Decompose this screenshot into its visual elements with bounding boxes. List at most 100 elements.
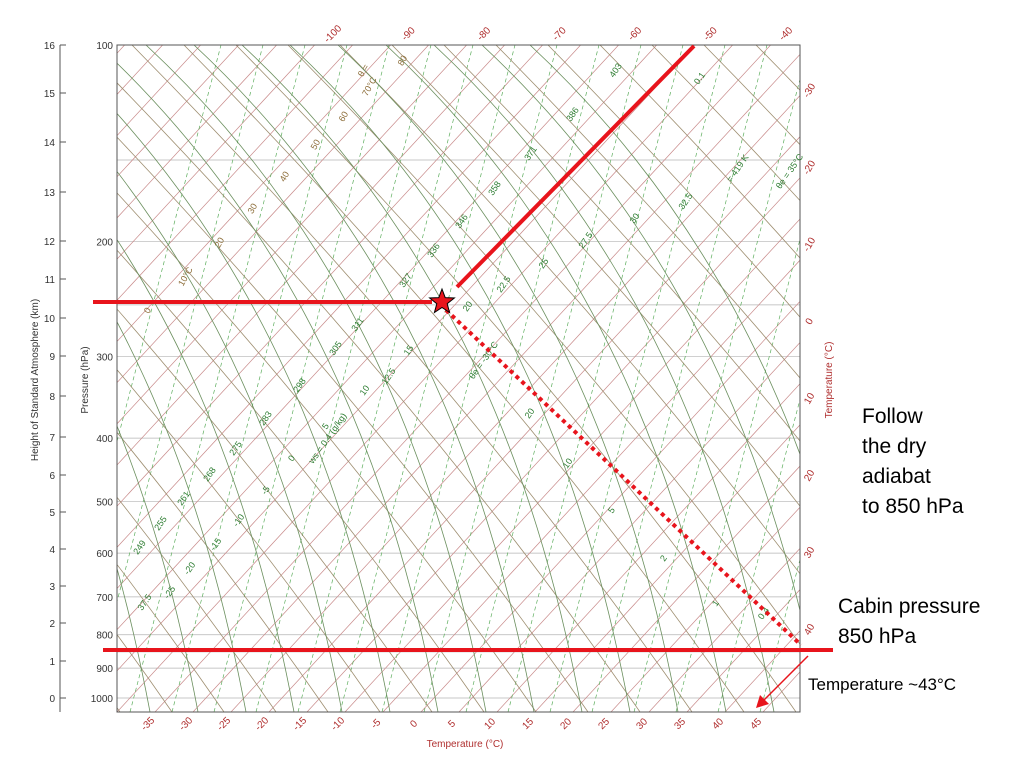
moist-adiabat-line: [337, 45, 679, 712]
temperature-note: Temperature ~43°C: [808, 675, 957, 694]
cabin-pressure-note: Cabin pressure 850 hPa: [838, 592, 1018, 652]
moist-adiabat-line: [117, 112, 391, 712]
isotherm-line: [117, 45, 315, 260]
isotherm-line: [306, 177, 800, 712]
moist-adiabat-line: [117, 567, 151, 712]
isotherm-line: [117, 45, 239, 178]
isotherm-line: [686, 589, 800, 712]
mixing-ratio-line: [255, 45, 432, 712]
isotherm-line: [230, 94, 800, 712]
green-line-label: 5: [606, 505, 617, 515]
km-tick-label: 8: [49, 392, 55, 403]
mixing-ratio-line: [423, 45, 600, 712]
dry-adiabat-line: [703, 45, 800, 146]
green-line-label: 10: [561, 456, 575, 470]
note1-line-2: the dry: [862, 435, 927, 458]
isotherm-line: [117, 45, 619, 590]
km-tick-label: 13: [44, 188, 56, 199]
moist-adiabat-line: [529, 45, 800, 456]
moist-adiabat-line: [241, 45, 583, 712]
highlight-annotations: [93, 44, 833, 708]
dry-adiabat-line: [117, 563, 225, 712]
isotherm-line: [534, 424, 800, 712]
right-axis-title: Temperature (°C): [824, 342, 835, 419]
km-tick-label: 3: [49, 582, 55, 593]
mixing-ratio-line: [675, 238, 800, 712]
mixing-ratio-line: [297, 45, 474, 712]
moist-adiabat-line: [481, 45, 800, 613]
isotherm-line: [610, 506, 800, 712]
dry-adiabat-line: [651, 45, 800, 202]
brown-line-label: 40: [278, 170, 292, 184]
isotherm-line: [420, 300, 800, 712]
temperature-arrow-shaft: [761, 655, 809, 703]
brown-line-label: 30: [246, 202, 260, 216]
dry-adiabat-note: Follow the dry adiabat to 850 hPa: [862, 402, 1002, 522]
km-tick-label: 11: [45, 275, 56, 286]
dry-adiabat-line: [117, 249, 485, 712]
km-tick-label: 14: [44, 138, 56, 149]
mixing-ratio-line: [549, 45, 726, 712]
green-line-label: 1: [710, 598, 721, 608]
isotherm-line: [344, 218, 800, 712]
dry-adiabat-line: [495, 45, 800, 379]
right-temp-tick-label: 30: [802, 545, 817, 561]
km-tick-label: 5: [49, 508, 55, 519]
km-tick-label: 9: [49, 352, 55, 363]
moist-adiabat-line: [117, 170, 343, 712]
mixing-ratio-line: [129, 45, 306, 712]
moist-adiabat-line: [117, 238, 295, 712]
mixing-ratio-line: [633, 77, 800, 712]
moist-adiabat-line: [193, 45, 535, 712]
pressure-tick-label: 200: [96, 238, 113, 249]
mixing-ratio-line: [591, 45, 768, 712]
isotherm-line: [648, 547, 800, 712]
pressure-axis-title: Pressure (hPa): [80, 346, 91, 413]
brown-line-label: 0: [142, 306, 153, 315]
green-line-label: 15: [402, 343, 416, 357]
dry-adiabat-line: [183, 45, 745, 712]
upper-trajectory-line: [455, 44, 696, 289]
moist-adiabat-line: [117, 321, 247, 712]
dry-adiabat-line: [339, 45, 800, 575]
pressure-tick-label: 800: [96, 631, 113, 642]
temperature-arrow-head: [756, 695, 769, 708]
pressure-tick-label: 500: [96, 497, 113, 508]
isotherm-line: [117, 45, 277, 219]
note1-line-1: Follow: [862, 405, 923, 428]
dry-adiabat-line: [391, 45, 800, 507]
isotherm-line: [154, 45, 771, 712]
brown-line-label: 60: [337, 110, 351, 124]
km-tick-label: 2: [49, 619, 55, 630]
km-tick-label: 10: [44, 314, 56, 325]
pressure-tick-label: 700: [96, 593, 113, 604]
isotherm-line: [117, 45, 543, 507]
dry-adiabat-line: [235, 45, 797, 712]
mixing-ratio-line: [381, 45, 558, 712]
km-tick-label: 16: [44, 41, 56, 52]
pressure-tick-label: 300: [96, 353, 113, 364]
mixing-ratio-line: [117, 45, 222, 443]
green-line-label: 0: [286, 453, 297, 463]
brown-line-label: 20: [213, 236, 227, 250]
pressure-tick-label: 600: [96, 549, 113, 560]
pressure-tick-label: 400: [96, 434, 113, 445]
isotherm-line: [117, 45, 581, 548]
brown-line-label: 50: [309, 138, 323, 152]
dry-adiabat-line: [131, 45, 693, 712]
dry-adiabat-line: [117, 192, 537, 712]
pressure-tick-label: 100: [96, 41, 113, 52]
left-km-axis-title: Height of Standard Atmosphere (km): [30, 299, 41, 461]
isotherm-line: [458, 342, 800, 712]
mixing-ratio-line: [717, 398, 800, 712]
green-line-label: 10: [358, 383, 372, 397]
moist-adiabat-line: [433, 45, 775, 712]
pressure-tick-label: 1000: [91, 694, 114, 705]
isotherm-line: [117, 45, 391, 342]
km-tick-label: 1: [49, 657, 55, 668]
isotherm-line: [496, 383, 800, 712]
mixing-ratio-line: [339, 45, 516, 712]
dry-adiabat-line: [117, 136, 589, 712]
dry-adiabat-line: [117, 431, 329, 712]
